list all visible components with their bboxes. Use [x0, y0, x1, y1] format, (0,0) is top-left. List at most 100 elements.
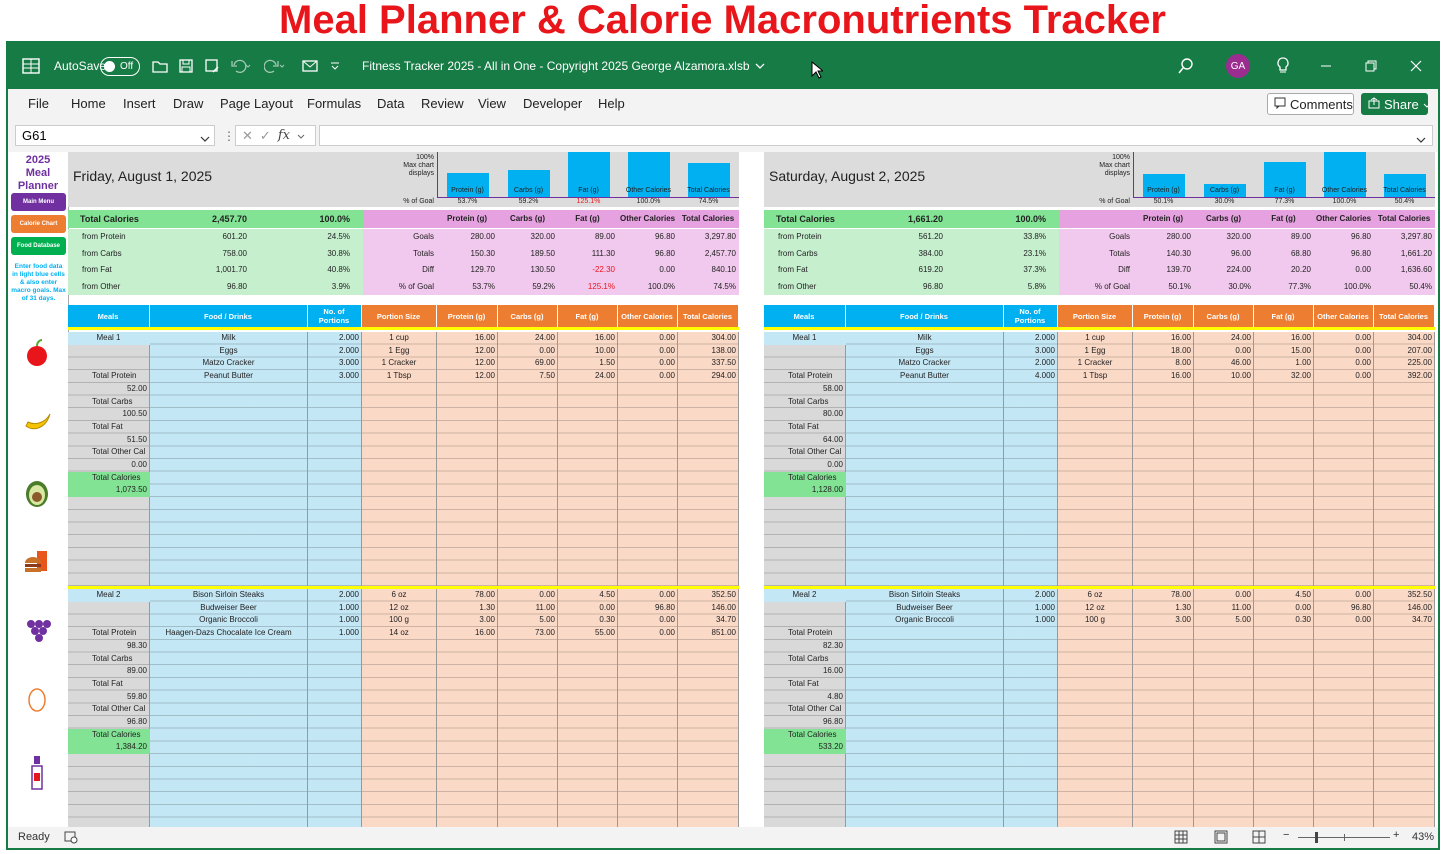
- zoom-in-icon[interactable]: +: [1393, 829, 1400, 841]
- portion-size: 1 Egg: [1084, 345, 1106, 355]
- portions-value[interactable]: 2.000: [1034, 333, 1055, 342]
- open-folder-icon[interactable]: [152, 43, 168, 89]
- main-menu-button[interactable]: Main Menu: [11, 193, 66, 211]
- tab-page-layout[interactable]: Page Layout: [220, 96, 294, 111]
- redo-icon[interactable]: [264, 43, 286, 89]
- zoom-slider-thumb[interactable]: [1315, 832, 1318, 843]
- normal-view-icon[interactable]: [1174, 830, 1188, 847]
- tab-file[interactable]: File: [28, 96, 49, 111]
- food-item[interactable]: Bison Sirloin Steaks: [888, 590, 961, 599]
- chevron-down-icon: [297, 128, 305, 143]
- goals-row-label: Goals: [1109, 232, 1130, 241]
- meal-total-label: Total Other Cal: [92, 704, 146, 714]
- other-value: 0.00: [659, 590, 675, 599]
- cancel-icon[interactable]: ✕: [242, 127, 253, 143]
- goals-value: 111.30: [591, 248, 615, 258]
- panel-gap: [739, 152, 764, 827]
- share-button[interactable]: Share: [1361, 93, 1431, 115]
- portions-value[interactable]: 1.000: [1034, 602, 1055, 612]
- protein-value: 16.00: [474, 628, 495, 638]
- tab-help[interactable]: Help: [598, 96, 625, 111]
- portions-value[interactable]: 2.000: [338, 333, 359, 342]
- portions-value[interactable]: 2.000: [1034, 358, 1055, 368]
- food-item[interactable]: Milk: [221, 333, 236, 342]
- food-item[interactable]: Organic Broccoli: [895, 615, 954, 625]
- autosave-toggle[interactable]: Off: [100, 56, 140, 76]
- tab-developer[interactable]: Developer: [523, 96, 583, 111]
- email-icon[interactable]: [302, 43, 320, 89]
- food-item[interactable]: Bison Sirloin Steaks: [192, 590, 265, 599]
- save-as-icon[interactable]: [204, 43, 220, 89]
- fat-value: 1.00: [1295, 358, 1311, 368]
- portions-value[interactable]: 1.000: [338, 628, 359, 638]
- chart-pct-label: 50.1%: [1153, 198, 1174, 205]
- portions-value[interactable]: 3.000: [338, 358, 359, 368]
- portions-value[interactable]: 1.000: [338, 615, 359, 625]
- food-item[interactable]: Milk: [917, 333, 932, 342]
- food-item[interactable]: Peanut Butter: [900, 371, 949, 381]
- tab-insert[interactable]: Insert: [123, 96, 156, 111]
- food-item[interactable]: Budweiser Beer: [200, 602, 257, 612]
- zoom-out-icon[interactable]: −: [1283, 829, 1290, 841]
- portions-value[interactable]: 2.000: [338, 345, 359, 355]
- calorie-chart-button[interactable]: Calorie Chart: [11, 215, 66, 233]
- tab-draw[interactable]: Draw: [173, 96, 204, 111]
- page-break-view-icon[interactable]: [1252, 830, 1266, 847]
- close-icon[interactable]: [1410, 43, 1422, 89]
- undo-icon[interactable]: [230, 43, 252, 89]
- column-bg-food: [846, 332, 1004, 586]
- food-item[interactable]: Peanut Butter: [204, 371, 253, 381]
- tab-review[interactable]: Review: [421, 96, 464, 111]
- file-title[interactable]: Fitness Tracker 2025 - All in One - Copy…: [362, 43, 765, 89]
- portions-value[interactable]: 1.000: [1034, 615, 1055, 625]
- accessibility-icon[interactable]: [64, 830, 78, 847]
- page-layout-view-icon[interactable]: [1214, 830, 1228, 847]
- more-options-icon[interactable]: ⋮: [223, 129, 235, 143]
- chart-caption: Max chart displays: [1099, 162, 1130, 177]
- portion-size: 12 oz: [1085, 602, 1105, 612]
- worksheet-grid[interactable]: 2025 Meal Planner Main Menu Calorie Char…: [8, 152, 1438, 827]
- tab-view[interactable]: View: [478, 96, 506, 111]
- goals-column-header: Carbs (g): [1205, 214, 1242, 223]
- from-label: from Protein: [778, 232, 822, 241]
- portions-value[interactable]: 3.000: [1034, 345, 1055, 355]
- carbs-value: 69.00: [534, 358, 555, 368]
- enter-icon[interactable]: ✓: [259, 127, 271, 143]
- portions-value[interactable]: 4.000: [1034, 371, 1055, 381]
- portions-value[interactable]: 2.000: [1034, 590, 1055, 599]
- total-value: 207.00: [1407, 345, 1432, 355]
- tab-formulas[interactable]: Formulas: [307, 96, 362, 111]
- column-bg-total: [1374, 589, 1435, 827]
- food-database-button[interactable]: Food Database: [11, 237, 66, 255]
- food-item[interactable]: Matzo Cracker: [898, 358, 951, 368]
- food-item[interactable]: Budweiser Beer: [896, 602, 953, 612]
- zoom-level[interactable]: 43%: [1412, 831, 1435, 843]
- zoom-slider[interactable]: [1298, 832, 1390, 843]
- portions-value[interactable]: 3.000: [338, 371, 359, 381]
- minimize-icon[interactable]: [1320, 43, 1332, 89]
- insert-function-icon[interactable]: fx: [277, 128, 290, 143]
- expand-formula-bar-icon[interactable]: [1416, 131, 1426, 149]
- chart-pct-label: 125.1%: [576, 198, 601, 205]
- tab-data[interactable]: Data: [377, 96, 405, 111]
- portions-value[interactable]: 2.000: [338, 590, 359, 599]
- comments-button[interactable]: Comments: [1267, 93, 1354, 115]
- restore-icon[interactable]: [1365, 43, 1377, 89]
- carbs-value: 24.00: [534, 333, 555, 342]
- food-item[interactable]: Organic Broccoli: [199, 615, 258, 625]
- customize-toolbar-icon[interactable]: [330, 43, 340, 89]
- food-item[interactable]: Eggs: [915, 345, 934, 355]
- food-item[interactable]: Haagen-Dazs Chocalate Ice Cream: [165, 628, 292, 638]
- formula-input[interactable]: [319, 125, 1433, 146]
- avatar[interactable]: GA: [1226, 54, 1250, 78]
- lightbulb-icon[interactable]: [1276, 43, 1290, 89]
- name-box[interactable]: G61: [15, 125, 215, 146]
- food-item[interactable]: Eggs: [219, 345, 238, 355]
- food-item[interactable]: Matzo Cracker: [202, 358, 255, 368]
- save-icon[interactable]: [178, 43, 194, 89]
- search-icon[interactable]: [1178, 43, 1194, 89]
- chart-pct-label: 77.3%: [1274, 198, 1295, 205]
- goals-row: [363, 262, 739, 279]
- portions-value[interactable]: 1.000: [338, 602, 359, 612]
- tab-home[interactable]: Home: [71, 96, 106, 111]
